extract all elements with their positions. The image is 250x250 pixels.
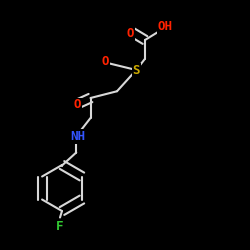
Text: O: O [101, 55, 109, 68]
Text: O: O [74, 98, 81, 112]
Text: S: S [132, 64, 140, 76]
Text: NH: NH [70, 130, 85, 143]
Text: O: O [126, 27, 134, 40]
Text: OH: OH [158, 20, 172, 33]
Text: F: F [56, 220, 64, 233]
